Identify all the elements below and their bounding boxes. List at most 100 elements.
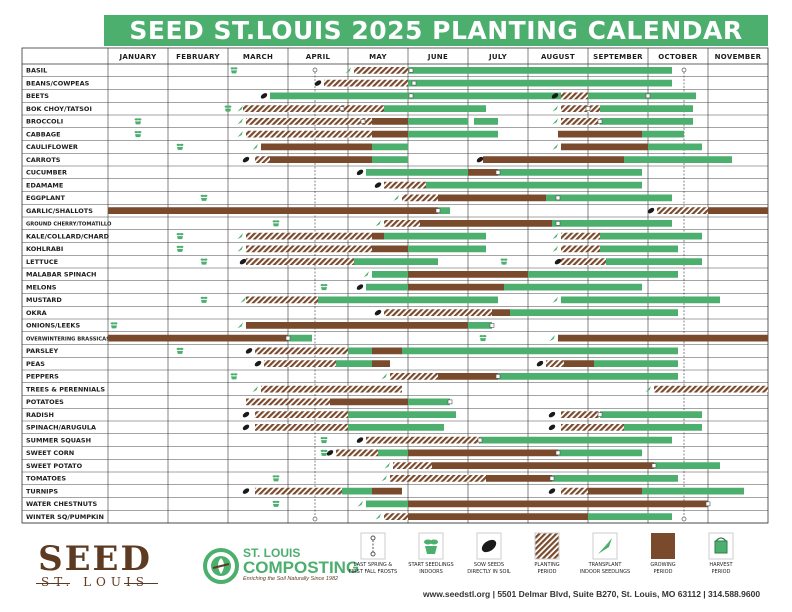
brown-period-bar: [372, 487, 402, 495]
planting-period-bar: [246, 398, 330, 406]
crop-label: GROUND CHERRY/TOMATILLO: [26, 222, 112, 228]
legend-label: SOW SEEDS DIRECTLY IN SOIL: [454, 562, 524, 575]
month-label-february: FEBRUARY: [176, 53, 220, 61]
harvest-icon: [408, 93, 414, 99]
seed-icon: [245, 348, 253, 354]
leaf-icon: [275, 500, 280, 503]
crop-row: MALABAR SPINACH: [22, 271, 768, 281]
trowel-icon: [252, 143, 258, 150]
harvest-icon: [339, 106, 345, 111]
seed-icon: [242, 488, 250, 494]
pot-icon: [273, 223, 279, 227]
pot-icon: [201, 299, 207, 303]
crop-label: OVERWINTERING BRASSICAS: [26, 336, 110, 342]
seed-icon: [242, 424, 250, 431]
seed-icon: [356, 284, 364, 290]
crop-label: EDAMAME: [26, 181, 63, 189]
crop-label: WATER CHESTNUTS: [26, 500, 97, 508]
growing-period-bar: [270, 92, 408, 100]
seed-icon: [548, 411, 556, 418]
leaf-icon: [272, 475, 277, 478]
planting-period-bar: [246, 232, 372, 240]
growing-period-bar: [510, 309, 678, 316]
harvest-icon: [705, 501, 711, 507]
brown-period-bar: [408, 500, 708, 508]
brown-period-bar: [438, 194, 546, 202]
legend-label-line2: INDOORS: [419, 568, 443, 575]
planting-period-bar: [255, 487, 342, 495]
crop-label: MUSTARD: [26, 296, 62, 304]
leaf-icon: [320, 437, 325, 440]
pot-icon: [177, 236, 183, 240]
crop-row: ONIONS/LEEKS: [22, 322, 768, 332]
brown-period-bar: [108, 207, 438, 214]
growing-period-bar: [408, 118, 468, 125]
composting-logo-tagline: Enriching the Soil Naturally Since 1982: [243, 576, 339, 582]
harvest-icon: [708, 532, 734, 560]
planting-period-bar: [384, 309, 492, 316]
brown-period-bar: [558, 130, 642, 138]
planting-period-bar: [390, 475, 486, 482]
seedling-icon: [418, 532, 444, 560]
seed-icon: [356, 437, 364, 443]
crop-label: KALE/COLLARD/CHARD: [26, 232, 110, 240]
growing-period-bar: [624, 156, 732, 163]
growing-period-bar: [558, 449, 642, 457]
crop-row: WINTER SQ/PUMPKIN: [22, 513, 768, 524]
leaf-icon: [323, 437, 328, 440]
brown-period-bar: [372, 232, 384, 240]
growing-period-bar: [408, 67, 672, 74]
brown-period-bar: [261, 143, 372, 151]
growing-period-bar: [342, 487, 372, 495]
growing-icon: [651, 533, 675, 559]
seed-icon: [314, 80, 322, 86]
growing-period-bar: [642, 487, 744, 495]
month-label-october: OCTOBER: [658, 53, 698, 61]
growing-period-bar: [354, 258, 438, 265]
growing-period-bar: [600, 105, 693, 112]
brown-period-bar: [408, 449, 558, 457]
brown-period-bar: [372, 130, 408, 138]
harvest-icon: [549, 476, 555, 481]
legend-item-seedling: START SEEDLINGS INDOORS: [396, 532, 466, 575]
crop-label: PARSLEY: [26, 347, 58, 355]
leaf-icon: [137, 131, 142, 134]
growing-period-bar: [402, 347, 678, 355]
brown-period-bar: [708, 207, 768, 214]
pot-icon: [201, 261, 207, 265]
brown-period-bar: [468, 169, 498, 176]
trowel-icon: [384, 462, 390, 469]
crop-row: TOMATOES: [22, 475, 768, 485]
crop-row: BASIL: [22, 67, 768, 77]
leaf-icon: [176, 245, 181, 248]
planting-period-bar: [657, 207, 708, 214]
seed-icon: [242, 411, 250, 418]
leaf-icon: [200, 258, 205, 261]
seed-icon: [326, 450, 334, 456]
leaf-icon: [323, 284, 328, 287]
leaf-icon: [482, 335, 487, 338]
leaf-icon: [134, 131, 139, 134]
legend-item-harvest: HARVEST PERIOD: [686, 532, 756, 575]
leaf-icon: [113, 322, 118, 325]
planting-calendar-grid: JANUARY FEBRUARY MARCH APRIL MAY JUNE JULY AUGU…: [21, 47, 769, 524]
seed-icon: [374, 182, 382, 188]
crop-label: MELONS: [26, 283, 57, 291]
brown-period-bar: [408, 271, 528, 278]
crop-row: WATER CHESTNUTS: [22, 500, 768, 511]
legend-label-line1: LAST SPRING &: [353, 562, 393, 568]
composting-logo-line2: COMPOSTING: [243, 558, 360, 577]
planting-period-bar: [561, 424, 624, 431]
planting-period-bar: [384, 181, 426, 189]
planting-period-bar: [561, 118, 600, 125]
legend-label-line1: GROWING: [650, 562, 676, 568]
crop-row: BOK CHOY/TATSOI: [22, 105, 768, 116]
leaf-icon: [476, 105, 481, 108]
crop-label: EGGPLANT: [26, 194, 65, 202]
seed-icon: [476, 156, 484, 163]
harvest-icon: [411, 80, 417, 86]
growing-period-bar: [438, 207, 450, 214]
trowel-icon: [237, 245, 243, 252]
planting-period-bar: [561, 258, 606, 265]
